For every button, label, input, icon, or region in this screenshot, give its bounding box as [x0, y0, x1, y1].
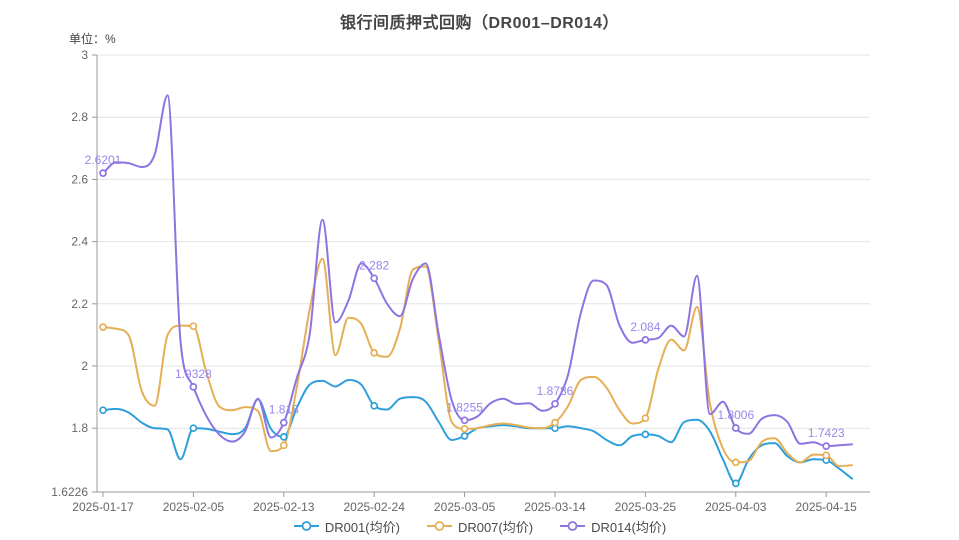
legend-line-circle-icon [426, 521, 452, 531]
data-point-marker [822, 451, 831, 460]
x-axis-label: 2025-03-05 [434, 500, 496, 514]
point-value-label: 1.818 [269, 403, 299, 417]
x-axis-label: 2025-02-13 [253, 500, 315, 514]
x-axis-label: 2025-02-24 [343, 500, 405, 514]
y-axis-label: 2.8 [71, 110, 88, 124]
data-point-marker [641, 336, 650, 344]
data-point-marker [731, 424, 740, 432]
point-value-label: 2.084 [630, 320, 660, 334]
x-axis-label: 2025-02-05 [163, 500, 225, 514]
y-axis-min-label: 1.6226 [51, 485, 88, 499]
point-value-label: 1.9328 [175, 367, 212, 381]
data-point-marker [189, 424, 198, 433]
data-point-marker [822, 442, 831, 450]
y-axis-label: 2.6 [71, 172, 88, 186]
data-point-marker [731, 479, 740, 488]
data-point-marker [551, 399, 559, 408]
legend-item-label: DR001(均价) [324, 519, 400, 535]
data-point-marker [189, 383, 198, 391]
y-axis-label: 2.4 [71, 235, 88, 249]
x-axis-label: 2025-04-15 [795, 500, 857, 514]
data-point-marker [460, 424, 469, 433]
x-axis-label: 2025-03-14 [524, 500, 586, 514]
legend-line-circle-icon [293, 521, 319, 531]
data-point-marker [460, 432, 469, 440]
legend-line-circle-icon [560, 521, 586, 531]
y-axis-label: 1.8 [71, 421, 88, 435]
x-axis-label: 2025-01-17 [72, 500, 134, 514]
y-axis-label: 3 [81, 48, 88, 62]
data-point-marker [370, 401, 379, 410]
data-point-marker [279, 433, 288, 441]
data-point-marker [460, 416, 469, 425]
point-value-label: 1.8255 [446, 400, 483, 414]
legend-item-dr001[interactable]: DR001(均价) [293, 517, 400, 536]
series-line-dr014 [102, 94, 853, 448]
data-point-marker [641, 414, 650, 423]
chart-title: 银行间质押式回购（DR001–DR014） [339, 15, 619, 32]
data-point-marker [641, 430, 650, 439]
data-point-marker [189, 322, 198, 331]
data-point-marker [99, 406, 107, 415]
legend-item-label: DR014(均价) [591, 519, 667, 535]
data-point-marker [370, 274, 379, 283]
x-axis-label: 2025-04-03 [705, 500, 767, 514]
data-point-marker [279, 441, 288, 450]
data-point-marker [99, 169, 107, 177]
x-axis-label: 2025-03-25 [615, 500, 677, 514]
data-point-marker [370, 349, 379, 357]
data-point-marker [551, 418, 559, 427]
data-point-marker [731, 458, 740, 467]
data-point-marker [279, 418, 288, 427]
y-axis-label: 2.2 [71, 297, 88, 311]
point-value-label: 1.8786 [537, 384, 574, 398]
point-value-label: 1.7423 [808, 426, 845, 440]
legend-item-dr007[interactable]: DR007(均价) [426, 517, 533, 536]
data-point-marker [99, 323, 107, 331]
point-value-label: 1.8006 [717, 408, 754, 422]
point-value-label: 2.6201 [85, 153, 122, 167]
point-value-label: 2.282 [359, 258, 389, 272]
series-line-dr007 [102, 257, 853, 468]
y-axis-unit-label: 单位：% [69, 32, 116, 46]
y-axis-label: 2 [81, 359, 88, 373]
legend-item-label: DR007(均价) [457, 519, 534, 535]
legend-item-dr014[interactable]: DR014(均价) [559, 517, 666, 536]
legend: DR001(均价) DR007(均价) DR014(均价) [0, 516, 959, 536]
